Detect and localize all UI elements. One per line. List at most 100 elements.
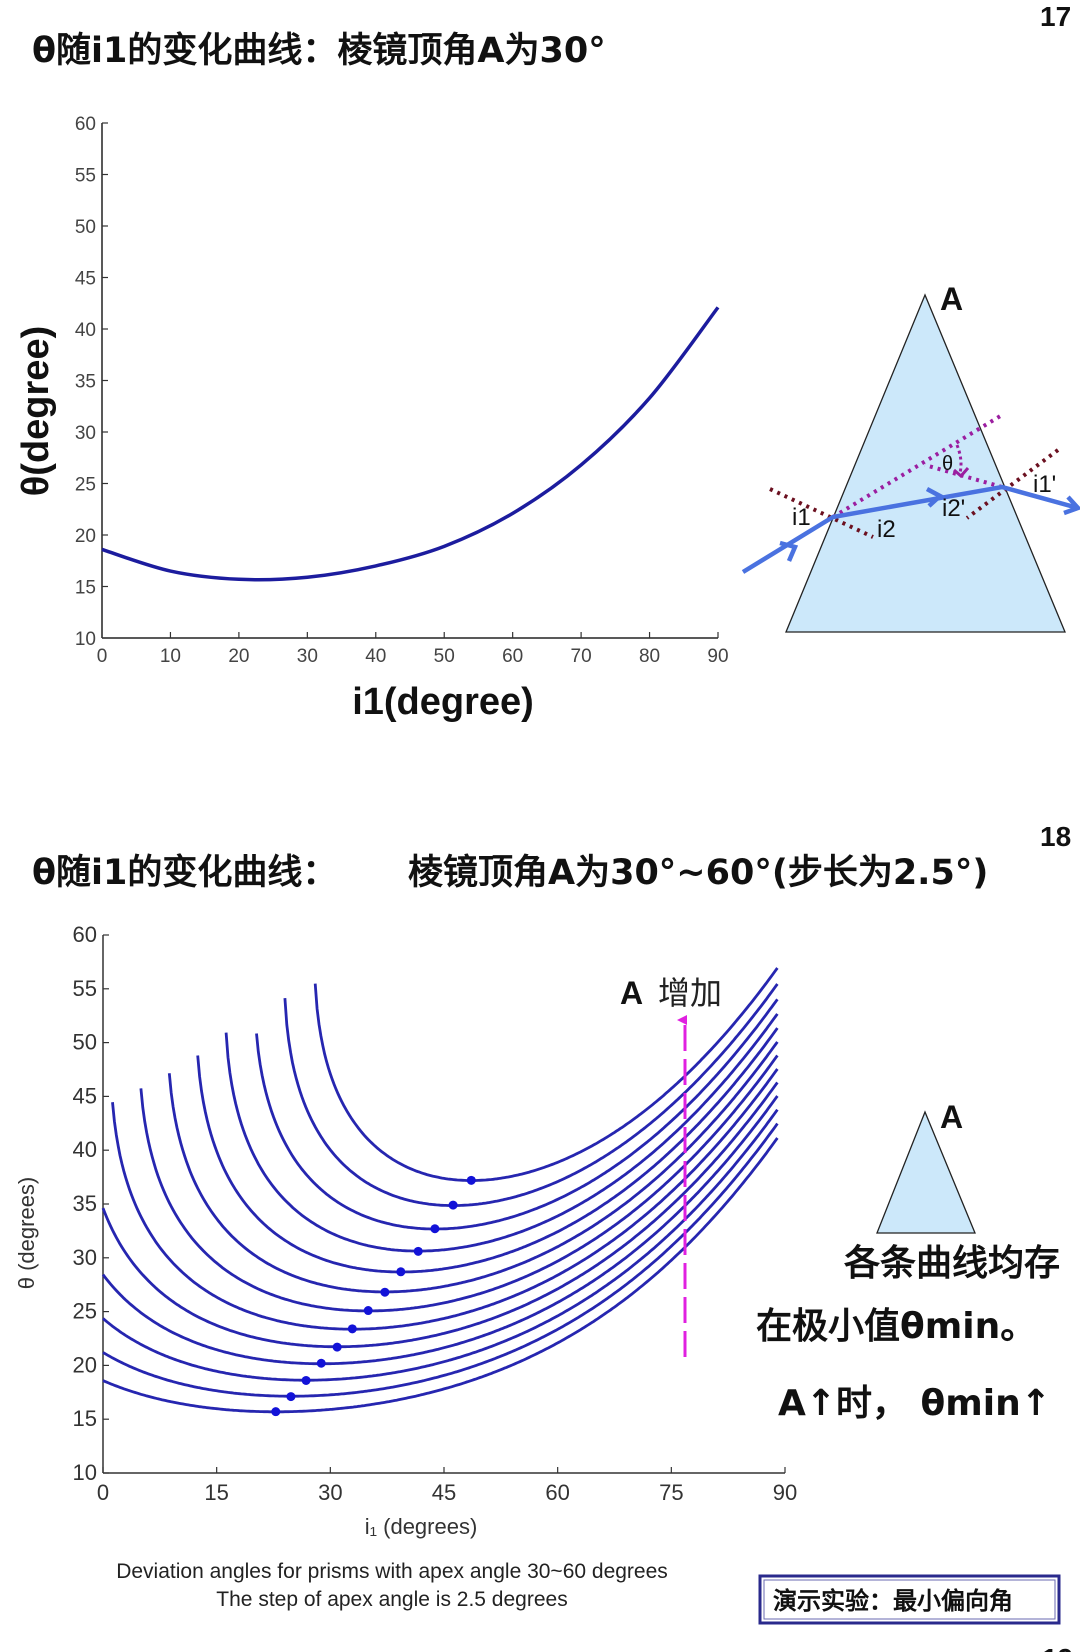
normal-line-entry	[769, 487, 874, 539]
minimum-point	[396, 1267, 406, 1277]
x-tick-label: 90	[773, 1480, 797, 1505]
theta-arrow-icon	[953, 467, 970, 479]
minimum-point	[271, 1407, 281, 1417]
minimum-point	[380, 1287, 390, 1297]
minimum-point	[430, 1224, 440, 1234]
small-prism	[876, 1110, 976, 1234]
curve-A=55°	[255, 998, 779, 1231]
y-tick-label: 35	[73, 1191, 97, 1216]
x-tick-label: 50	[434, 646, 455, 667]
curve-A=35°	[102, 1108, 779, 1382]
minimum-point	[316, 1358, 326, 1368]
x-tick-label: 20	[228, 646, 249, 667]
curve-A=45°	[139, 1054, 779, 1313]
curve-A=42.5°	[111, 1068, 779, 1331]
label-i2-prime: i2'	[942, 495, 965, 522]
y-tick-label: 60	[75, 114, 96, 135]
label-i2: i2	[877, 516, 896, 543]
slide18-title-right: 棱镜顶角A为30°~60°(步长为2.5°)	[408, 853, 988, 893]
y-axis-label: θ (degrees)	[14, 1177, 39, 1290]
x-tick-label: 75	[659, 1480, 683, 1505]
slide17-title: θ随i1的变化曲线：棱镜顶角A为30°	[32, 31, 606, 71]
y-axis-label: θ(degree)	[15, 326, 57, 496]
ray-arrow-icon	[1063, 495, 1080, 516]
minimum-point	[332, 1342, 342, 1352]
y-tick-label: 55	[75, 166, 96, 187]
x-axis-label: i₁ (degrees)	[365, 1514, 478, 1539]
x-tick-label: 80	[639, 646, 660, 667]
y-tick-label: 40	[73, 1137, 97, 1162]
x-tick-label: 0	[97, 646, 108, 667]
x-tick-label: 45	[432, 1480, 456, 1505]
y-tick-label: 20	[73, 1352, 97, 1377]
curve-a30	[101, 306, 720, 582]
x-tick-label: 15	[204, 1480, 228, 1505]
x-tick-label: 70	[571, 646, 592, 667]
x-tick-label: 30	[318, 1480, 342, 1505]
x-tick-label: 60	[502, 646, 523, 667]
y-tick-label: 25	[73, 1299, 97, 1324]
arrow-label-a: A	[620, 975, 643, 1011]
page-number-17: 17	[1040, 1, 1071, 32]
y-tick-label: 55	[73, 976, 97, 1001]
chart-theta-vs-i1-multi: 10 15 20 25 30 35 40 45 50 55 60 0 15 30 45 60 75 90 θ (d…	[14, 922, 797, 1539]
curve-A=32.5°	[102, 1122, 779, 1398]
demo-button-inner-frame	[763, 1579, 1056, 1620]
curve-A=60°	[313, 967, 779, 1182]
minimum-point	[286, 1392, 296, 1402]
curve-A=37.5°	[101, 1095, 779, 1366]
curve-A=40°	[101, 1081, 779, 1349]
emergent-extension	[924, 463, 1003, 489]
minimum-point	[347, 1324, 357, 1334]
y-tick-label: 60	[73, 922, 97, 947]
caption-line1: Deviation angles for prisms with apex an…	[116, 1560, 668, 1583]
x-tick-label: 60	[545, 1480, 569, 1505]
minimum-point	[413, 1246, 423, 1256]
demo-button-label[interactable]: 演示实验：最小偏向角	[773, 1587, 1013, 1615]
y-tick-label: 30	[75, 423, 96, 444]
caption-line2: The step of apex angle is 2.5 degrees	[216, 1588, 567, 1611]
y-tick-label: 25	[75, 475, 96, 496]
y-tick-label: 20	[75, 526, 96, 547]
y-tick-label: 45	[75, 269, 96, 290]
prism-diagram: A i1 i2 i2' i1' θ	[741, 281, 1080, 633]
label-i1: i1	[792, 504, 811, 531]
curve-A=30°	[102, 1137, 779, 1414]
note-line3: A↑时， θmin↑	[778, 1383, 1051, 1424]
minimum-point	[363, 1306, 373, 1316]
slide-17: θ随i1的变化曲线：棱镜顶角A为30° 17 10 15 20 25 30 35 40 45 5…	[15, 1, 1080, 723]
x-tick-label: 40	[365, 646, 386, 667]
page-number-18: 18	[1040, 821, 1071, 852]
ray-arrow-icon	[925, 487, 944, 508]
x-tick-label: 90	[707, 646, 728, 667]
label-theta: θ	[942, 453, 953, 475]
minimum-point	[448, 1200, 458, 1210]
y-tick-label: 50	[75, 217, 96, 238]
y-tick-label: 15	[75, 578, 96, 599]
y-tick-label: 10	[73, 1460, 97, 1485]
note-line2: 在极小值θmin。	[756, 1306, 1036, 1347]
curve-A=50°	[196, 1027, 779, 1274]
y-tick-label: 35	[75, 372, 96, 393]
incident-extension	[831, 413, 1004, 519]
x-tick-label: 0	[97, 1480, 109, 1505]
y-tick-label: 30	[73, 1245, 97, 1270]
x-tick-label: 30	[297, 646, 318, 667]
demo-button-frame[interactable]	[758, 1574, 1061, 1625]
label-i1-prime: i1'	[1033, 471, 1056, 498]
page-number-19: 19	[1042, 1643, 1073, 1652]
note-line1: 各条曲线均存	[844, 1243, 1060, 1284]
curve-A=57.5°	[283, 983, 779, 1207]
apex-label: A	[940, 281, 963, 317]
curve-A=52.5°	[224, 1013, 779, 1253]
curve-A=47.5°	[167, 1041, 779, 1294]
x-axis-label: i1(degree)	[352, 681, 534, 723]
y-tick-label: 45	[73, 1083, 97, 1108]
demo-button[interactable]: 演示实验：最小偏向角	[758, 1574, 1061, 1625]
slide18-title-left: θ随i1的变化曲线：	[32, 853, 337, 893]
y-tick-label: 40	[75, 320, 96, 341]
y-tick-label: 10	[75, 629, 96, 650]
minimum-point	[466, 1175, 476, 1185]
